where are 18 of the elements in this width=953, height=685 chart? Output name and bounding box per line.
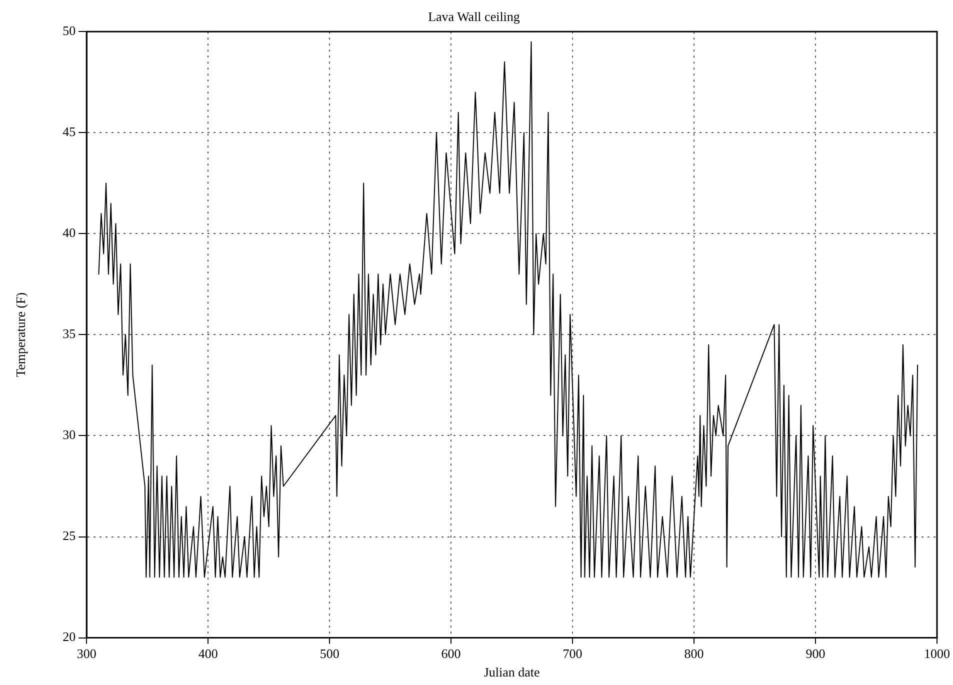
x-tick-label: 700 <box>562 646 582 662</box>
y-tick-label: 35 <box>62 326 76 342</box>
x-tick-label: 500 <box>320 646 340 662</box>
x-tick-label: 400 <box>198 646 218 662</box>
chart-title: Lava Wall ceiling <box>428 9 520 24</box>
y-tick-label: 20 <box>62 629 76 644</box>
y-tick-label: 50 <box>62 23 76 38</box>
x-tick-label: 600 <box>441 646 461 662</box>
y-tick-label: 45 <box>62 124 76 140</box>
x-tick-label: 800 <box>684 646 704 662</box>
x-tick-label: 1000 <box>924 646 950 662</box>
y-tick-label: 30 <box>62 427 76 442</box>
y-axis-title: Temperature (F) <box>13 292 28 378</box>
y-tick-label: 40 <box>62 225 76 240</box>
x-axis-title: Julian date <box>484 664 540 680</box>
x-tick-label: 900 <box>806 646 826 662</box>
y-tick-label: 25 <box>62 528 76 544</box>
x-tick-label: 300 <box>76 646 96 662</box>
